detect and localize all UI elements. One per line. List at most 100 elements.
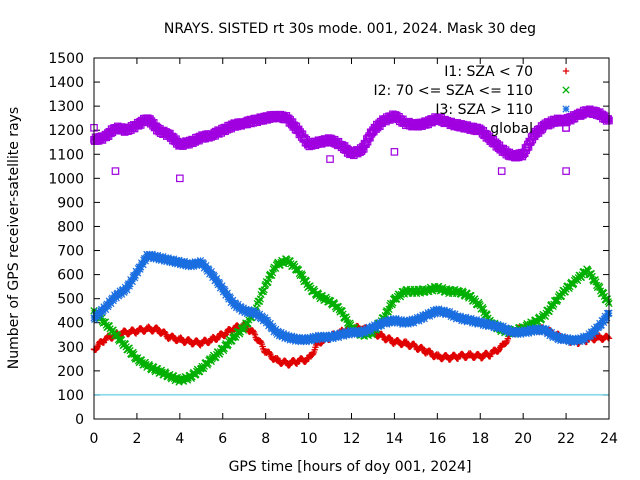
series-trace-marker [255,297,264,306]
series-trace-marker [600,318,608,327]
series-trace-marker [591,276,599,284]
data-point [551,333,559,341]
data-point [573,337,581,345]
data-point [412,287,420,296]
data-point [101,304,109,312]
y-tick-label: 1200 [48,123,84,139]
series-trace-marker [340,332,348,340]
data-point [240,307,248,315]
data-point [272,261,281,269]
data-point [337,331,345,339]
data-point [358,328,366,336]
y-tick-label: 300 [57,340,84,356]
data-point [508,328,517,336]
series-trace-marker [148,250,156,258]
data-point [390,316,399,324]
data-point [541,326,549,334]
data-point [401,319,409,327]
x-tick-label: 24 [600,431,618,447]
data-point [315,292,323,300]
data-point [218,126,227,135]
x-tick-label: 4 [175,431,184,447]
series-trace-marker [570,338,579,346]
data-point [423,348,430,355]
data-point [197,258,205,267]
series-trace-marker [549,302,557,310]
data-point [422,286,431,294]
legend-label: I1: SZA < 70 [444,64,533,80]
series-trace-marker [202,261,210,270]
data-point [294,126,302,135]
data-point [422,119,431,127]
data-point [433,114,442,122]
series-trace-marker [318,335,327,343]
data-point [133,121,141,130]
series-trace-marker [110,295,118,303]
y-tick-label: 1100 [48,147,84,163]
data-point [219,345,227,353]
series-trace-marker [369,127,378,136]
data-point [326,136,334,144]
data-point [326,297,334,305]
data-point [379,116,388,125]
data-point [401,339,409,347]
data-point [187,338,194,346]
data-point [100,133,109,142]
series-trace-marker [281,334,289,342]
data-point [251,331,259,338]
data-point [294,335,302,344]
data-point [476,126,485,135]
data-point [508,152,517,161]
series-trace-marker [297,338,305,346]
chart-title: NRAYS. SISTED rt 30s mode. 001, 2024. Ma… [164,21,536,37]
plot-frame [93,57,610,420]
data-point [583,266,592,274]
data-point-outlier [111,167,120,175]
series-trace-marker [494,320,502,329]
data-point [347,150,356,159]
data-point [122,126,130,135]
legend-marker [562,124,570,132]
data-point [390,111,399,120]
data-point [304,140,313,149]
data-point [540,121,549,130]
data-point [530,131,538,139]
data-point [176,140,184,149]
data-point [551,116,560,125]
x-tick-label: 22 [557,431,575,447]
data-point [498,343,505,350]
data-point-outlier [390,148,399,156]
data-point [176,336,184,343]
data-point [562,335,570,344]
data-point [465,292,474,300]
data-point [477,353,484,360]
data-point [487,136,495,144]
series-trace-marker [139,260,147,269]
data-point [197,133,206,142]
series-trace-marker [170,255,178,263]
data-point [251,116,259,125]
data-point [594,109,603,118]
series-trace-marker [207,267,215,276]
data-point [390,295,399,303]
data-point [122,285,130,293]
x-tick-label: 18 [471,431,489,447]
data-point [283,256,291,264]
data-point [133,355,141,363]
data-point [551,297,560,305]
data-point [315,333,323,341]
data-point [455,314,463,322]
data-point [573,111,581,120]
series-trace-marker [495,325,504,333]
series-trace-marker [175,256,183,264]
series-trace-marker [483,318,491,326]
data-point [165,256,173,264]
data-point [487,321,495,329]
x-tick-label: 12 [343,431,361,447]
data-point [540,311,549,320]
data-point [369,323,377,332]
y-tick-label: 400 [57,316,84,332]
data-point [283,333,291,341]
data-point [165,131,173,139]
